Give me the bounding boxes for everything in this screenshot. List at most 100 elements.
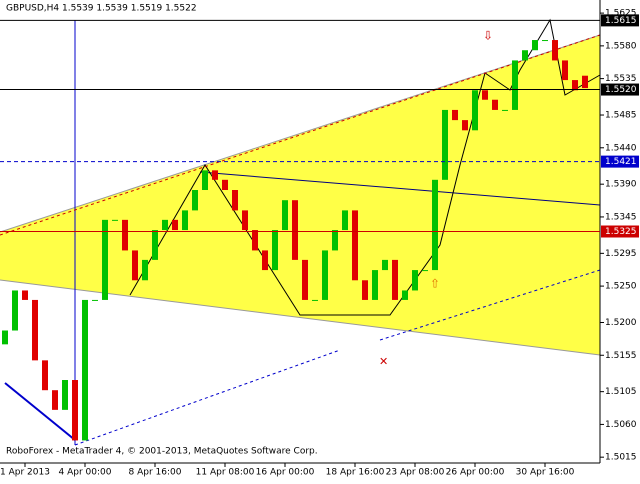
candle xyxy=(102,219,108,300)
candle xyxy=(392,259,398,300)
y-tick-label: 1.5485 xyxy=(605,111,637,121)
candle xyxy=(142,259,148,281)
y-tick-label: 1.5440 xyxy=(605,143,637,153)
candle xyxy=(12,290,18,331)
candle xyxy=(52,390,58,410)
trendline xyxy=(0,279,601,356)
cross: ✕ xyxy=(379,355,388,368)
x-tick-label: 11 Apr 08:00 xyxy=(196,468,255,478)
candle xyxy=(282,200,288,231)
y-tick-label: 1.5535 xyxy=(605,74,637,84)
trendline xyxy=(0,34,601,233)
y-tick-label: 1.5105 xyxy=(605,387,637,397)
x-tick-label: 26 Apr 00:00 xyxy=(446,468,505,478)
x-tick-label: 4 Apr 00:00 xyxy=(59,468,112,478)
candle xyxy=(402,290,408,300)
candle xyxy=(362,280,368,300)
trendline xyxy=(199,171,601,206)
candle xyxy=(512,60,518,110)
candle xyxy=(422,270,428,272)
x-tick-label: 30 Apr 16:00 xyxy=(516,468,575,478)
level-box xyxy=(601,155,639,168)
y-tick-label: 1.5345 xyxy=(605,212,637,222)
candle xyxy=(472,90,478,131)
x-tick-label: 8 Apr 16:00 xyxy=(129,468,182,478)
candle xyxy=(262,250,268,271)
y-tick-label: 1.5295 xyxy=(605,249,637,259)
candle xyxy=(152,230,158,260)
channel xyxy=(379,269,601,341)
candle xyxy=(352,210,358,281)
candle xyxy=(432,179,438,271)
candle xyxy=(412,270,418,291)
candle xyxy=(562,60,568,81)
candle xyxy=(122,219,128,251)
candle xyxy=(22,290,28,300)
candle xyxy=(522,50,528,61)
y-tick-label: 1.5580 xyxy=(605,41,637,51)
candle xyxy=(82,299,88,441)
candle xyxy=(452,109,458,121)
x-tick-label: 23 Apr 08:00 xyxy=(386,468,445,478)
candle xyxy=(492,99,498,110)
level-label: 1.5520 xyxy=(605,85,637,95)
level-box xyxy=(601,14,639,27)
candle xyxy=(382,259,388,271)
candle xyxy=(72,380,78,441)
candle xyxy=(332,230,338,251)
level-label: 1.5325 xyxy=(605,227,637,237)
candle xyxy=(312,299,318,301)
candle xyxy=(232,190,238,211)
candle xyxy=(222,179,228,191)
candle xyxy=(482,90,488,100)
channel xyxy=(74,349,341,446)
candle xyxy=(182,210,188,231)
wedge xyxy=(0,35,600,355)
candle xyxy=(552,40,558,61)
arrow: ⇩ xyxy=(483,29,493,43)
x-tick-label: 16 Apr 00:00 xyxy=(256,468,315,478)
candle xyxy=(442,109,448,180)
candle xyxy=(582,75,588,89)
footer: RoboForex - MetaTrader 4, © 2001-2013, M… xyxy=(6,447,318,457)
candle xyxy=(532,40,538,51)
candle xyxy=(92,299,98,301)
candle xyxy=(502,109,508,111)
candle xyxy=(112,219,118,221)
candle xyxy=(322,250,328,300)
y-tick-label: 1.5625 xyxy=(605,9,637,19)
candle xyxy=(302,259,308,300)
candle xyxy=(462,120,468,131)
candle xyxy=(2,330,8,345)
candle xyxy=(292,200,298,260)
candle xyxy=(372,270,378,300)
candle xyxy=(32,299,38,361)
candle xyxy=(62,380,68,410)
x-tick-label: 18 Apr 16:00 xyxy=(326,468,385,478)
candle xyxy=(212,170,218,180)
candle xyxy=(192,190,198,211)
y-tick-label: 1.5250 xyxy=(605,282,637,292)
y-tick-label: 1.5390 xyxy=(605,180,637,190)
arrow: ⇧ xyxy=(430,277,440,291)
level-box xyxy=(601,225,639,238)
candle xyxy=(202,170,208,191)
candle xyxy=(272,230,278,271)
candle xyxy=(252,230,258,251)
candle xyxy=(42,360,48,391)
trendline xyxy=(4,382,76,441)
candle xyxy=(172,219,178,231)
candle xyxy=(242,210,248,231)
y-tick-label: 1.5155 xyxy=(605,351,637,361)
header: GBPUSD,H4 1.5539 1.5539 1.5519 1.5522 xyxy=(6,4,197,14)
y-tick-label: 1.5015 xyxy=(605,453,637,463)
candle xyxy=(162,219,168,231)
x-tick-label: 1 Apr 2013 xyxy=(0,468,50,478)
level-label: 1.5421 xyxy=(605,157,637,167)
candle xyxy=(342,210,348,231)
level-label: 1.5615 xyxy=(605,16,637,26)
level-box xyxy=(601,83,639,96)
y-tick-label: 1.5200 xyxy=(605,318,637,328)
